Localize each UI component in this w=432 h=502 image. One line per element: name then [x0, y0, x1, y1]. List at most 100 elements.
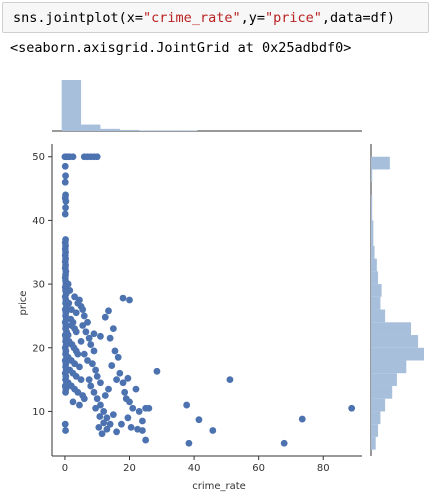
histogram-bar — [371, 245, 375, 259]
scatter-point — [114, 353, 122, 361]
scatter-point — [129, 404, 137, 412]
histogram-bar — [371, 373, 397, 386]
scatter-point — [93, 373, 101, 380]
scatter-point — [62, 388, 69, 396]
scatter-point — [100, 408, 108, 415]
histogram-bar — [371, 194, 373, 208]
scatter-point — [195, 416, 203, 424]
y-axis-label: price — [18, 291, 29, 316]
scatter-point — [87, 341, 95, 348]
scatter-point — [348, 404, 356, 412]
scatter-point — [61, 210, 69, 218]
scatter-point — [124, 414, 132, 422]
scatter-axes — [51, 144, 362, 457]
scatter-point — [126, 398, 133, 406]
histogram-bar — [371, 258, 377, 272]
histogram-bar — [371, 296, 381, 310]
scatter-point — [61, 162, 69, 170]
scatter-point — [98, 430, 106, 438]
scatter-point — [85, 334, 93, 342]
scatter-points — [61, 153, 356, 447]
code-cell[interactable]: sns.jointplot(x="crime_rate",y="price",d… — [2, 2, 429, 33]
scatter-point — [119, 294, 127, 302]
scatter-point — [69, 398, 77, 406]
scatter-point — [97, 379, 104, 387]
scatter-point — [87, 382, 95, 390]
scatter-point — [76, 401, 83, 409]
scatter-point — [101, 313, 109, 321]
scatter-point — [80, 350, 88, 358]
scatter-point — [100, 419, 108, 427]
scatter-point — [118, 420, 125, 428]
scatter-point — [62, 204, 69, 212]
scatter-point — [72, 309, 80, 317]
code-text[interactable]: sns.jointplot(x="crime_rate",y="price",d… — [13, 10, 396, 26]
histogram-bar — [371, 347, 424, 361]
histogram-bar — [371, 322, 412, 336]
scatter-point — [183, 401, 191, 409]
histogram-bar — [371, 335, 419, 348]
scatter-point — [88, 360, 96, 368]
scatter-point — [67, 322, 75, 329]
scatter-point — [74, 350, 82, 358]
scatter-point — [69, 153, 77, 161]
scatter-point — [80, 395, 88, 403]
scatter-point — [96, 413, 104, 420]
histogram-bar — [158, 130, 178, 131]
scatter-point — [71, 360, 79, 368]
scatter-point — [226, 376, 234, 383]
cell-output-text: <seaborn.axisgrid.JointGrid at 0x25adbdf… — [10, 40, 352, 56]
scatter-point — [109, 325, 117, 333]
scatter-point — [65, 299, 73, 307]
scatter-point — [64, 280, 72, 288]
scatter-point — [106, 334, 114, 342]
scatter-point — [79, 322, 87, 329]
scatter-point — [67, 306, 75, 313]
scatter-point — [280, 439, 288, 447]
scatter-point — [124, 374, 132, 382]
scatter-point — [121, 388, 129, 396]
scatter-point — [90, 330, 98, 338]
scatter-point — [103, 425, 111, 433]
histogram-bar — [371, 424, 379, 437]
y-tick-label: 50 — [32, 152, 45, 163]
scatter-point — [61, 420, 69, 428]
scatter-point — [116, 369, 124, 377]
scatter-point — [119, 379, 127, 387]
scatter-point — [92, 366, 99, 374]
scatter-point — [72, 328, 80, 336]
scatter-point — [127, 423, 135, 431]
histogram-bar — [177, 130, 198, 131]
scatter-point — [71, 293, 79, 301]
scatter-point — [74, 388, 82, 396]
histogram-bar — [371, 220, 374, 234]
scatter-point — [106, 420, 114, 428]
scatter-point — [103, 414, 111, 422]
histogram-bar — [119, 129, 140, 131]
histogram-bar — [371, 284, 382, 297]
y-tick-label: 30 — [32, 280, 45, 291]
histogram-bar — [371, 360, 407, 374]
histogram-bar — [139, 130, 159, 131]
scatter-point — [77, 337, 85, 345]
scatter-point — [62, 197, 70, 205]
y-tick-label: 20 — [32, 343, 45, 354]
scatter-point — [134, 425, 141, 433]
scatter-point — [97, 401, 104, 409]
scatter-point — [142, 436, 150, 444]
histogram-bar — [371, 271, 379, 285]
scatter-point — [84, 318, 91, 326]
axis-ticks: 0 20 40 60 80 10 20 30 40 50 — [32, 152, 329, 474]
scatter-point — [84, 357, 91, 364]
scatter-point — [95, 423, 103, 431]
histogram-bar — [81, 124, 101, 131]
histogram-bar — [371, 233, 374, 246]
scatter-point — [139, 417, 146, 425]
scatter-point — [77, 376, 85, 383]
scatter-point — [61, 178, 69, 186]
x-tick-label: 0 — [62, 463, 68, 474]
scatter-point — [109, 411, 117, 419]
scatter-point — [185, 439, 193, 447]
x-tick-label: 60 — [252, 463, 265, 474]
histogram-bar — [371, 385, 393, 399]
